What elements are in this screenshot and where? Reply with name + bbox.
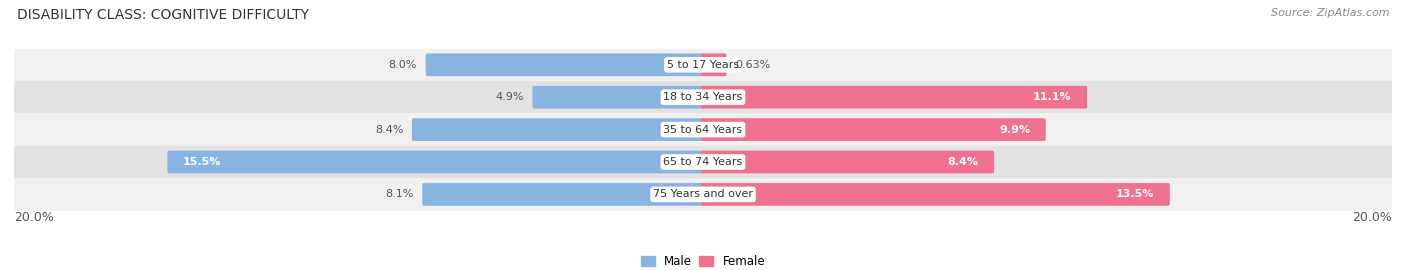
- Text: 9.9%: 9.9%: [1000, 124, 1031, 135]
- Text: Source: ZipAtlas.com: Source: ZipAtlas.com: [1271, 8, 1389, 18]
- Text: 4.9%: 4.9%: [495, 92, 524, 102]
- FancyBboxPatch shape: [533, 86, 704, 109]
- Text: 15.5%: 15.5%: [183, 157, 221, 167]
- FancyBboxPatch shape: [702, 151, 994, 173]
- Text: 75 Years and over: 75 Years and over: [652, 189, 754, 200]
- Legend: Male, Female: Male, Female: [636, 250, 770, 270]
- FancyBboxPatch shape: [14, 178, 1392, 211]
- Text: 8.0%: 8.0%: [388, 60, 418, 70]
- Text: 18 to 34 Years: 18 to 34 Years: [664, 92, 742, 102]
- FancyBboxPatch shape: [412, 118, 704, 141]
- FancyBboxPatch shape: [14, 81, 1392, 113]
- FancyBboxPatch shape: [426, 53, 704, 76]
- FancyBboxPatch shape: [702, 53, 727, 76]
- FancyBboxPatch shape: [167, 151, 704, 173]
- Text: 0.63%: 0.63%: [735, 60, 770, 70]
- Text: 8.1%: 8.1%: [385, 189, 413, 200]
- Text: 8.4%: 8.4%: [948, 157, 979, 167]
- Text: DISABILITY CLASS: COGNITIVE DIFFICULTY: DISABILITY CLASS: COGNITIVE DIFFICULTY: [17, 8, 309, 22]
- Text: 20.0%: 20.0%: [1353, 211, 1392, 224]
- Text: 65 to 74 Years: 65 to 74 Years: [664, 157, 742, 167]
- Text: 8.4%: 8.4%: [375, 124, 404, 135]
- FancyBboxPatch shape: [702, 118, 1046, 141]
- FancyBboxPatch shape: [702, 183, 1170, 206]
- FancyBboxPatch shape: [14, 49, 1392, 81]
- Text: 13.5%: 13.5%: [1116, 189, 1154, 200]
- FancyBboxPatch shape: [14, 146, 1392, 178]
- Text: 5 to 17 Years: 5 to 17 Years: [666, 60, 740, 70]
- FancyBboxPatch shape: [14, 113, 1392, 146]
- FancyBboxPatch shape: [702, 86, 1087, 109]
- Text: 35 to 64 Years: 35 to 64 Years: [664, 124, 742, 135]
- Text: 20.0%: 20.0%: [14, 211, 53, 224]
- FancyBboxPatch shape: [422, 183, 704, 206]
- Text: 11.1%: 11.1%: [1033, 92, 1071, 102]
